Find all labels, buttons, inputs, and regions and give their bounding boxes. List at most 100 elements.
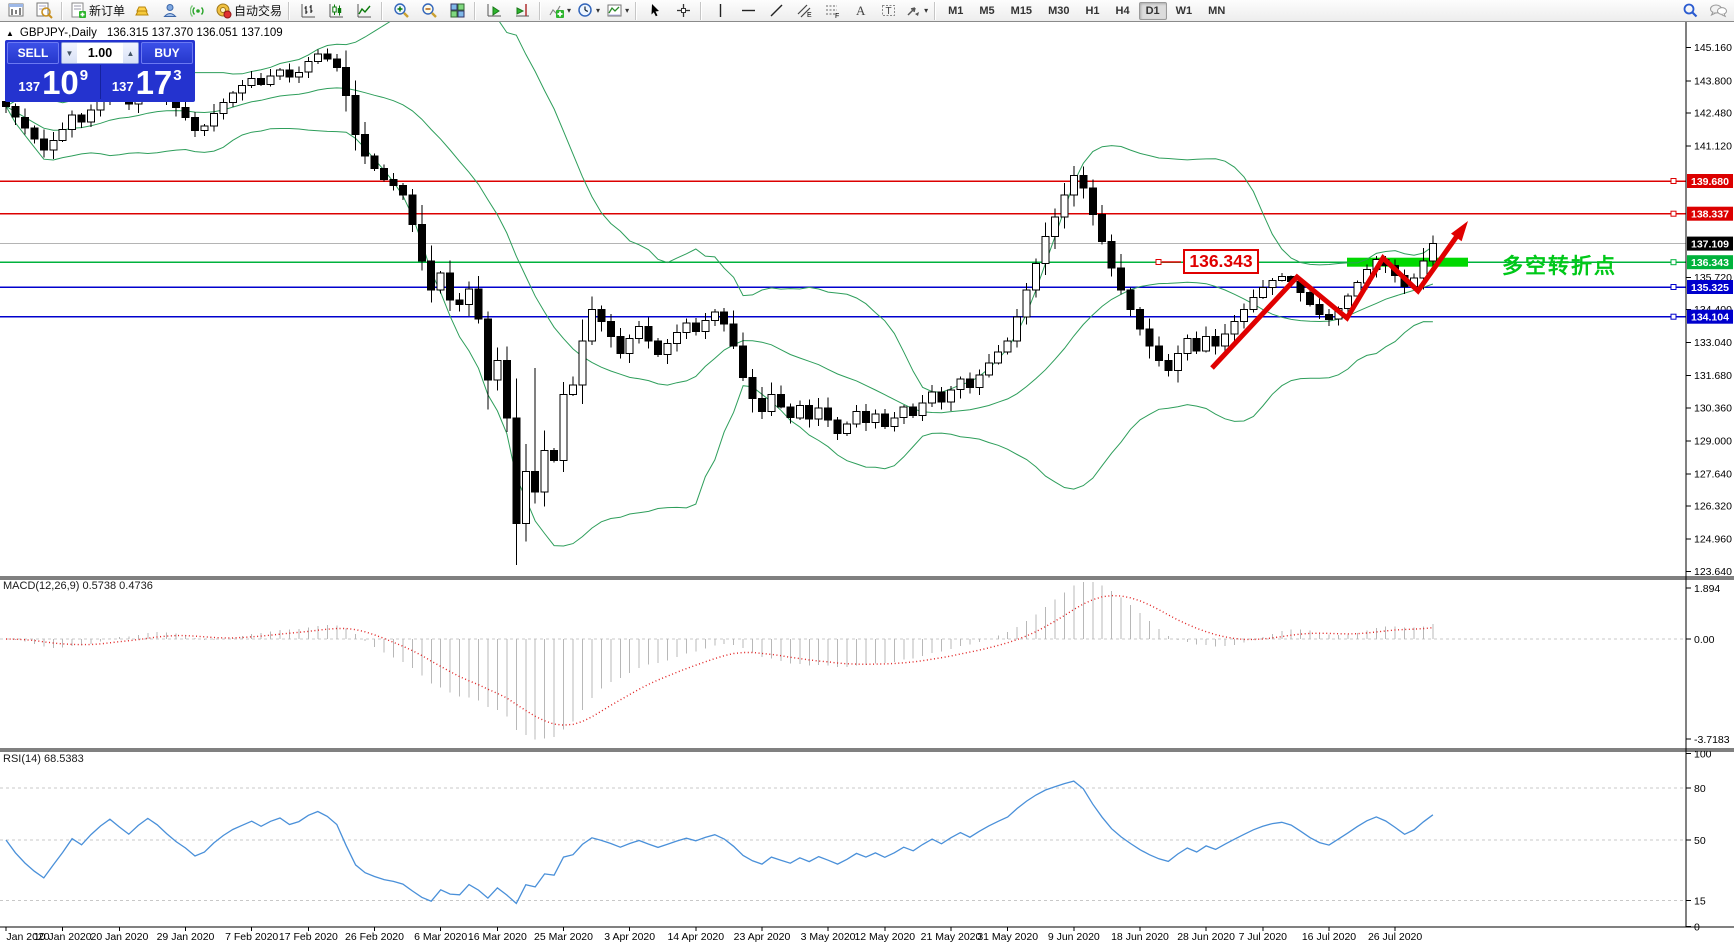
svg-text:0.00: 0.00	[1694, 634, 1715, 646]
svg-text:14 Apr 2020: 14 Apr 2020	[667, 931, 724, 943]
data-window-icon	[36, 2, 53, 19]
signals-button[interactable]	[184, 0, 212, 22]
ask-price[interactable]: 137 17 3	[101, 65, 194, 99]
toolbar-separator	[472, 1, 480, 20]
text-tool-button[interactable]: A	[846, 0, 874, 22]
symbol-info[interactable]: ▲ GBPJPY-,Daily 136.315 137.370 136.051 …	[6, 27, 283, 39]
horizontal-line-tool-button[interactable]	[734, 0, 762, 22]
svg-text:29 Jan 2020: 29 Jan 2020	[157, 931, 215, 943]
candlestick-icon	[329, 4, 343, 18]
arrows-icon	[907, 7, 920, 16]
svg-text:26 Jul 2020: 26 Jul 2020	[1368, 931, 1422, 943]
timeframe-M5[interactable]: M5	[979, 4, 995, 17]
timeframe-H4[interactable]: H4	[1115, 4, 1130, 17]
svg-text:25 Mar 2020: 25 Mar 2020	[534, 931, 593, 943]
toolbar-separator	[59, 1, 66, 20]
svg-text:26 Feb 2020: 26 Feb 2020	[345, 931, 404, 943]
timeframe-M1[interactable]: M1	[948, 4, 964, 17]
zoom-out-icon	[421, 3, 437, 18]
crosshair-button[interactable]	[669, 0, 697, 22]
signals-icon	[189, 5, 204, 17]
vertical-line-tool-button[interactable]	[706, 0, 734, 22]
dropdown-caret-icon: ▾	[567, 5, 572, 15]
new-order-button[interactable]: 新订单	[67, 0, 128, 22]
timeframe-D1[interactable]: D1	[1138, 1, 1167, 20]
svg-text:31 May 2020: 31 May 2020	[977, 931, 1038, 943]
chart-shift-button[interactable]	[508, 0, 536, 22]
svg-text:21 May 2020: 21 May 2020	[921, 931, 982, 943]
bid-price-pips: 10	[42, 64, 79, 101]
svg-text:7 Jul 2020: 7 Jul 2020	[1239, 931, 1288, 943]
arrows-tool-button[interactable]: ▾	[902, 0, 931, 22]
zoom-out-button[interactable]	[415, 0, 443, 22]
search-button[interactable]	[1676, 0, 1704, 22]
timeframe-M30[interactable]: M30	[1048, 4, 1070, 17]
line-chart-type-button[interactable]	[350, 0, 378, 22]
chat-button[interactable]	[1704, 0, 1732, 22]
zoom-in-button[interactable]	[387, 0, 415, 22]
autoscroll-icon	[487, 4, 501, 17]
volume-input[interactable]: 1.00	[87, 46, 113, 60]
svg-text:12 May 2020: 12 May 2020	[854, 931, 915, 943]
timeframe-M15[interactable]: M15	[1010, 4, 1033, 17]
svg-text:Jan 2020: Jan 2020	[6, 931, 49, 943]
bid-price-point: 9	[79, 67, 89, 84]
autotrading-button[interactable]: 自动交易	[212, 0, 285, 22]
volume-down-button[interactable]: ▼	[62, 43, 77, 63]
svg-text:143.800: 143.800	[1694, 75, 1732, 87]
account-button[interactable]	[156, 0, 184, 22]
gold-bar-button[interactable]	[128, 0, 156, 22]
collapse-arrow-icon[interactable]: ▲	[6, 28, 14, 38]
svg-text:7 Feb 2020: 7 Feb 2020	[225, 931, 278, 943]
svg-text:20 Jan 2020: 20 Jan 2020	[90, 931, 148, 943]
timeframe-group: M1 M5 M15 M30 H1 H4 D1 W1 MN	[940, 1, 1233, 20]
crosshair-icon	[676, 4, 690, 17]
svg-text:129.000: 129.000	[1694, 435, 1732, 447]
svg-text:136.343: 136.343	[1691, 257, 1729, 269]
sell-button[interactable]: SELL	[7, 42, 59, 64]
candlestick-type-button[interactable]	[322, 0, 350, 22]
svg-text:16 Mar 2020: 16 Mar 2020	[468, 931, 527, 943]
equidistant-channel-icon: E	[797, 4, 812, 19]
channel-tool-button[interactable]: E	[790, 0, 818, 22]
text-label-icon: T	[881, 5, 895, 17]
autoscroll-button[interactable]	[480, 0, 508, 22]
cursor-button[interactable]	[641, 0, 669, 22]
trendline-tool-button[interactable]	[762, 0, 790, 22]
new-chart-button[interactable]	[2, 0, 30, 22]
timeframe-H1[interactable]: H1	[1085, 4, 1100, 17]
volume-stepper: ▼ 1.00 ▲	[61, 42, 139, 64]
volume-up-button[interactable]: ▲	[123, 43, 138, 63]
toolbar-separator	[932, 1, 940, 20]
indicators-button[interactable]: ▾	[545, 0, 574, 22]
price-annotation-box[interactable]: 136.343	[1183, 249, 1259, 274]
data-window-button[interactable]	[30, 0, 58, 22]
svg-text:142.480: 142.480	[1694, 107, 1732, 119]
bid-price[interactable]: 137 10 9	[7, 65, 100, 99]
bar-chart-type-button[interactable]	[294, 0, 322, 22]
svg-text:137.109: 137.109	[1691, 239, 1729, 251]
chart-shift-icon	[515, 4, 529, 17]
timeframe-MN[interactable]: MN	[1208, 4, 1226, 17]
svg-text:131.680: 131.680	[1694, 370, 1732, 382]
svg-text:139.680: 139.680	[1691, 176, 1729, 188]
svg-text:0: 0	[1694, 922, 1700, 934]
fibonacci-tool-button[interactable]: F	[818, 0, 846, 22]
buy-button[interactable]: BUY	[141, 42, 193, 64]
svg-text:135.325: 135.325	[1691, 282, 1729, 294]
svg-text:16 Jul 2020: 16 Jul 2020	[1302, 931, 1356, 943]
svg-text:145.160: 145.160	[1694, 42, 1732, 54]
timeframe-W1[interactable]: W1	[1175, 4, 1193, 17]
templates-button[interactable]: ▾	[603, 0, 632, 22]
svg-text:133.040: 133.040	[1694, 337, 1732, 349]
svg-text:T: T	[885, 6, 891, 17]
new-order-label: 新订单	[89, 4, 126, 18]
label-tool-button[interactable]: T	[874, 0, 902, 22]
chat-bubbles-icon	[1709, 4, 1727, 18]
dropdown-caret-icon: ▾	[625, 5, 630, 15]
periods-button[interactable]: ▾	[574, 0, 603, 22]
svg-text:F: F	[835, 13, 839, 19]
tile-windows-button[interactable]	[443, 0, 471, 22]
templates-icon	[607, 4, 622, 17]
